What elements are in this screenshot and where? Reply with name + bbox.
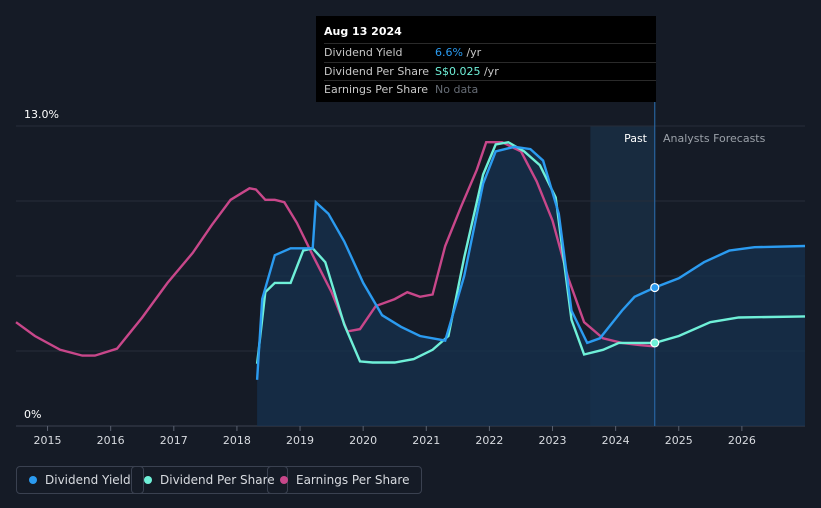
x-axis: 2015 2016 2017 2018 2019 2020 2021 2022 2023 2024… [34, 426, 756, 447]
dividend-yield-marker [650, 282, 660, 293]
legend-dot-icon [280, 476, 288, 484]
tooltip-label: Dividend Yield [324, 46, 403, 59]
x-tick-label: 2024 [602, 434, 630, 447]
tooltip-row-dividend-per-share: Dividend Per Share S$0.025 /yr [324, 61, 656, 81]
x-tick-label: 2021 [412, 434, 440, 447]
x-tick-label: 2017 [160, 434, 188, 447]
tooltip-row-earnings-per-share: Earnings Per Share No data [324, 80, 656, 99]
x-tick-label: 2020 [349, 434, 377, 447]
analysts-forecasts-label: Analysts Forecasts [663, 132, 766, 145]
tooltip-label: Dividend Per Share [324, 64, 430, 78]
x-tick-label: 2026 [728, 434, 756, 447]
x-tick-label: 2019 [286, 434, 314, 447]
dividend-per-share-marker [650, 338, 660, 348]
x-tick-label: 2025 [665, 434, 693, 447]
legend-item-earnings-per-share[interactable]: Earnings Per Share [267, 466, 423, 494]
legend-item-dividend-yield[interactable]: Dividend Yield [16, 466, 144, 494]
earnings-per-share-line [15, 141, 655, 357]
x-tick-label: 2016 [97, 434, 125, 447]
legend-label: Dividend Per Share [160, 473, 275, 487]
x-tick-label: 2015 [34, 434, 62, 447]
x-tick-label: 2023 [539, 434, 567, 447]
legend-item-dividend-per-share[interactable]: Dividend Per Share [131, 466, 288, 494]
hover-markers [650, 282, 660, 348]
tooltip-date: Aug 13 2024 [324, 25, 402, 38]
tooltip-value: No data [435, 83, 479, 96]
y-tick-label-bottom: 0% [24, 408, 41, 421]
hover-tooltip: Aug 13 2024 Dividend Yield 6.6% /yr Divi… [316, 16, 656, 102]
tooltip-row-dividend-yield: Dividend Yield 6.6% /yr [324, 43, 656, 62]
dividend-yield-area [257, 146, 806, 427]
x-tick-label: 2022 [475, 434, 503, 447]
legend-dot-icon [29, 476, 37, 484]
legend-label: Earnings Per Share [296, 473, 410, 487]
past-label: Past [624, 132, 648, 145]
legend-dot-icon [144, 476, 152, 484]
legend-label: Dividend Yield [45, 473, 131, 487]
y-tick-label-top: 13.0% [24, 108, 59, 121]
tooltip-value: S$0.025 /yr [435, 64, 499, 78]
tooltip-value: 6.6% /yr [435, 46, 482, 59]
x-tick-label: 2018 [223, 434, 251, 447]
tooltip-label: Earnings Per Share [324, 83, 429, 96]
